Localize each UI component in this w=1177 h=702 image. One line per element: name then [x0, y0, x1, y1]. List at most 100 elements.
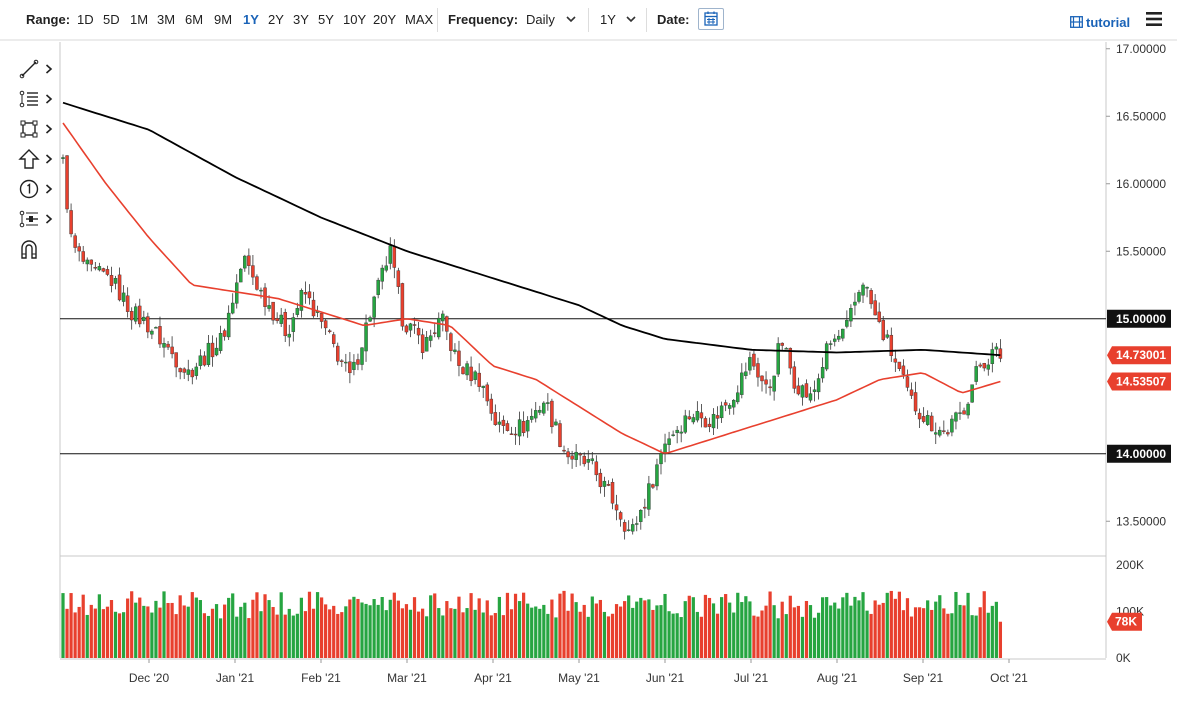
candle-body	[938, 429, 942, 436]
volume-bar	[186, 606, 190, 658]
volume-bar	[760, 610, 764, 658]
candle-body	[69, 210, 73, 235]
candle-body	[764, 379, 768, 385]
range-button-1y[interactable]: 1Y	[243, 12, 259, 27]
range-button-10y[interactable]: 10Y	[343, 12, 367, 27]
range-button-1d[interactable]: 1D	[77, 12, 94, 27]
chevron-down-icon[interactable]	[626, 14, 636, 24]
x-tick-label: Sep '21	[903, 671, 944, 685]
candle-body	[501, 419, 506, 426]
candle-body	[146, 316, 150, 333]
volume-bar	[711, 603, 716, 658]
candle-body	[287, 333, 291, 338]
candle-body	[740, 372, 744, 395]
range-button-max[interactable]: MAX	[405, 12, 434, 27]
range-button-5y[interactable]: 5Y	[318, 12, 334, 27]
range-button-9m[interactable]: 9M	[214, 12, 233, 27]
volume-bar	[602, 611, 607, 658]
volume-bar	[150, 612, 154, 658]
range-button-2y[interactable]: 2Y	[268, 12, 284, 27]
volume-bar	[752, 615, 756, 658]
volume-bar	[299, 597, 303, 658]
volume-bar	[210, 608, 215, 658]
candle-body	[473, 371, 477, 380]
menu-icon[interactable]	[1146, 12, 1162, 26]
candle-body	[837, 335, 841, 340]
candle-body	[303, 292, 308, 295]
fibonacci-tool-button[interactable]	[14, 88, 58, 114]
candle-body	[606, 484, 611, 486]
volume-bar	[804, 600, 809, 658]
line-tool-button[interactable]	[14, 58, 58, 84]
range-button-20y[interactable]: 20Y	[373, 12, 397, 27]
volume-bar	[715, 613, 720, 658]
calendar-icon	[704, 11, 718, 26]
moving-average-slow	[62, 101, 1001, 357]
volume-bar	[574, 602, 578, 658]
volume-bar	[893, 598, 897, 658]
candle-body	[408, 323, 413, 331]
volume-bar	[825, 597, 829, 658]
volume-bar	[897, 591, 901, 658]
candle-body	[117, 274, 122, 301]
candle-body	[986, 364, 991, 370]
period-select[interactable]: 1Y	[600, 12, 616, 27]
measure-tool-button[interactable]	[14, 208, 58, 234]
candle-body	[796, 385, 801, 395]
candle-body	[962, 410, 966, 415]
volume-bar	[457, 596, 461, 658]
candle-body	[901, 365, 906, 375]
volume-bar	[485, 600, 489, 658]
candle-body	[691, 417, 696, 423]
candle-body	[663, 443, 667, 455]
candle-body	[327, 330, 332, 332]
candle-body	[562, 449, 566, 452]
volume-bar	[324, 604, 328, 658]
volume-bar	[243, 602, 247, 658]
x-tick-label: Dec '20	[129, 671, 170, 685]
volume-bar	[517, 601, 522, 658]
frequency-select[interactable]: Daily	[526, 12, 555, 27]
candle-body	[695, 411, 700, 421]
range-button-3m[interactable]: 3M	[157, 12, 176, 27]
volume-bar	[849, 605, 853, 658]
volume-bar	[986, 612, 990, 658]
arrow-tool-button[interactable]	[14, 148, 58, 174]
volume-bar	[81, 594, 85, 658]
divider	[588, 8, 589, 32]
volume-bar	[332, 605, 336, 658]
date-picker-button[interactable]	[698, 8, 724, 30]
volume-bar	[340, 612, 344, 658]
candle-body	[275, 318, 279, 322]
volume-bar	[206, 615, 211, 658]
candle-body	[291, 317, 296, 332]
tutorial-link[interactable]: tutorial	[1086, 15, 1131, 30]
range-button-5d[interactable]: 5D	[103, 12, 120, 27]
range-button-6m[interactable]: 6M	[185, 12, 204, 27]
volume-bar	[554, 617, 558, 658]
volume-bar	[558, 593, 562, 658]
candle-body	[542, 402, 546, 414]
volume-bar	[643, 600, 647, 658]
volume-bar	[392, 592, 396, 658]
volume-bar	[420, 608, 425, 658]
volume-bar	[429, 595, 433, 658]
candle-body	[736, 392, 740, 403]
candle-body	[198, 355, 203, 366]
candle-body	[129, 311, 134, 321]
range-button-1m[interactable]: 1M	[130, 12, 149, 27]
volume-bar	[360, 602, 364, 658]
rectangle-tool-button[interactable]	[14, 118, 58, 144]
range-button-3y[interactable]: 3Y	[293, 12, 309, 27]
volume-bar	[873, 600, 877, 658]
magnet-tool-button[interactable]	[14, 238, 58, 264]
volume-bar	[501, 615, 506, 658]
candle-body	[525, 420, 530, 432]
candle-body	[893, 358, 898, 363]
candle-body	[820, 367, 825, 379]
counter-tool-button[interactable]	[14, 178, 58, 204]
candle-body	[582, 455, 586, 465]
volume-bar	[231, 593, 235, 658]
chevron-down-icon[interactable]	[566, 14, 576, 24]
